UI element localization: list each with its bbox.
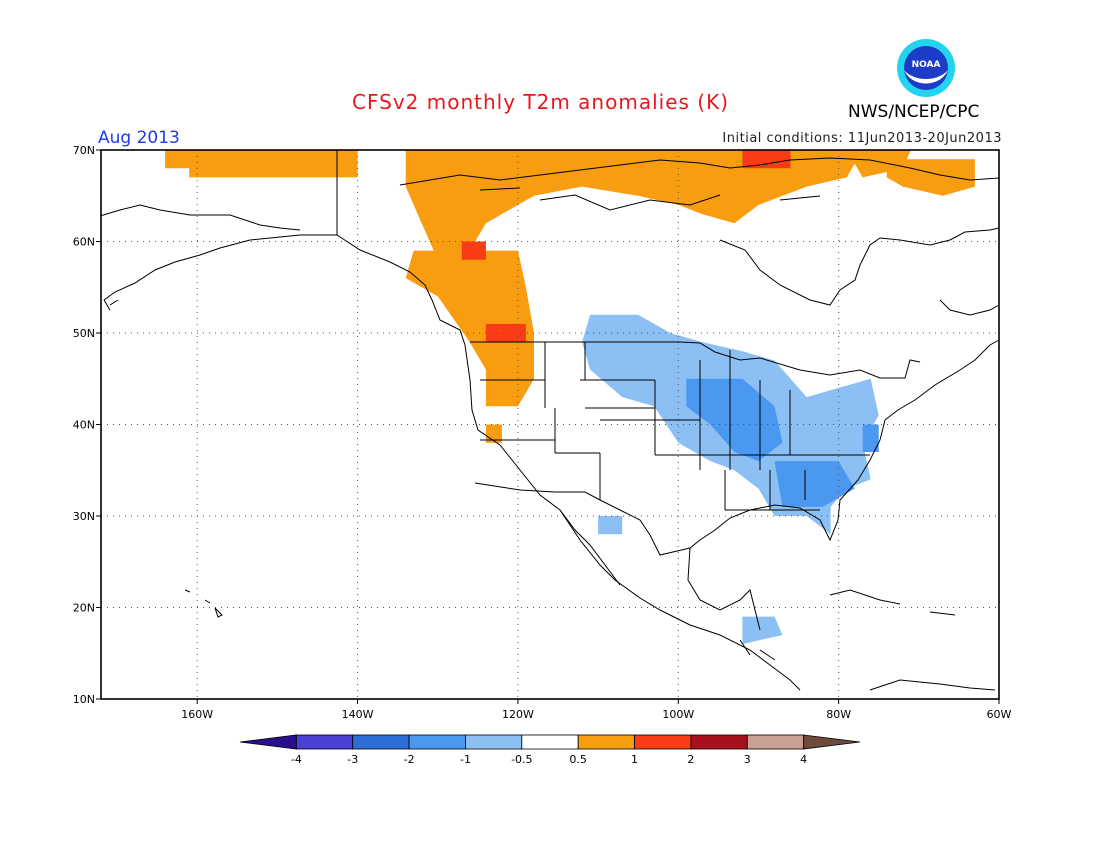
- coastline-hudson-bay: [719, 227, 1000, 306]
- chart-title: CFSv2 monthly T2m anomalies (K): [352, 90, 729, 114]
- lon-label: 140W: [342, 708, 374, 721]
- anomaly-region-cool1: [598, 516, 623, 535]
- coastline-caribbean: [829, 589, 996, 691]
- coastline-yucatan: [687, 547, 761, 631]
- coastline-alaska-west: [99, 204, 301, 311]
- lat-label: 10N: [73, 693, 95, 706]
- noaa-logo: NOAA: [897, 39, 955, 97]
- colorbar-box: [690, 734, 748, 750]
- border-central-america: [739, 639, 776, 661]
- lat-label: 20N: [73, 602, 95, 615]
- border-us-mexico: [474, 482, 691, 556]
- coastline-islands: [479, 187, 821, 211]
- colorbar-label: -0.5: [511, 753, 532, 766]
- lat-label: 30N: [73, 510, 95, 523]
- lon-label: 120W: [502, 708, 534, 721]
- anomaly-region-warm1: [405, 250, 534, 407]
- colorbar-box: [465, 734, 523, 750]
- colorbar-label: 2: [687, 753, 694, 766]
- coastline-hawaii: [184, 589, 223, 618]
- colorbar-box: [295, 734, 354, 750]
- anomaly-region-warm2: [461, 241, 486, 260]
- political-borders: [336, 150, 921, 661]
- coastline-labrador: [939, 299, 1000, 316]
- colorbar-box: [746, 734, 805, 750]
- colorbar-label: -4: [291, 753, 302, 766]
- lat-label: 70N: [73, 144, 95, 157]
- colorbar-box: [577, 734, 635, 750]
- anomaly-region-warm1: [846, 150, 911, 178]
- anomaly-region-cool2: [862, 424, 879, 452]
- lat-label: 50N: [73, 327, 95, 340]
- colorbar-label: 3: [744, 753, 751, 766]
- anomaly-region-cool2: [686, 378, 783, 462]
- graticule: [96, 149, 1000, 704]
- lat-label: 60N: [73, 236, 95, 249]
- colorbar-box: [352, 734, 410, 750]
- colorbar-arrow-high: [803, 734, 861, 750]
- colorbar-arrow-low: [239, 734, 297, 750]
- colorbar-label: -3: [347, 753, 358, 766]
- colorbar-box: [408, 734, 466, 750]
- lon-label: 100W: [662, 708, 694, 721]
- lat-label: 40N: [73, 419, 95, 432]
- colorbar-label: 1: [631, 753, 638, 766]
- coastline-north-america: [103, 234, 801, 691]
- colorbar: -4 -3 -2 -1 -0.5 0.5 1 2 3 4: [239, 734, 861, 766]
- colorbar-box: [521, 734, 579, 750]
- anomaly-region-warm1: [886, 159, 975, 196]
- colorbar-label: -2: [404, 753, 415, 766]
- lon-label: 60W: [987, 708, 1012, 721]
- border-us-canada: [336, 150, 921, 379]
- longitude-labels: 160W 140W 120W 100W 80W 60W: [181, 708, 1011, 721]
- colorbar-label: 0.5: [569, 753, 587, 766]
- latitude-labels: 70N 60N 50N 40N 30N 20N 10N: [73, 144, 95, 706]
- anomaly-region-cool1: [742, 616, 783, 645]
- anomaly-region-warm1: [165, 150, 238, 169]
- lon-label: 80W: [826, 708, 851, 721]
- coastline-gulf: [559, 339, 1000, 586]
- colorbar-label: -1: [460, 753, 471, 766]
- valid-month-label: Aug 2013: [98, 128, 180, 148]
- state-lines: [480, 342, 870, 511]
- map-frame: [100, 149, 1000, 700]
- anomaly-region-warm2: [742, 150, 791, 169]
- coastlines: [99, 157, 1000, 691]
- agency-label: NWS/NCEP/CPC: [848, 102, 980, 122]
- anomaly-region-warm2: [485, 323, 526, 343]
- lon-label: 160W: [181, 708, 213, 721]
- anomaly-region-cool2: [774, 461, 855, 507]
- coastline-arctic: [399, 157, 1000, 186]
- colorbar-box: [634, 734, 692, 750]
- noaa-logo-text: NOAA: [912, 60, 941, 70]
- initial-conditions-label: Initial conditions: 11Jun2013-20Jun2013: [722, 131, 1002, 146]
- colorbar-label: 4: [800, 753, 807, 766]
